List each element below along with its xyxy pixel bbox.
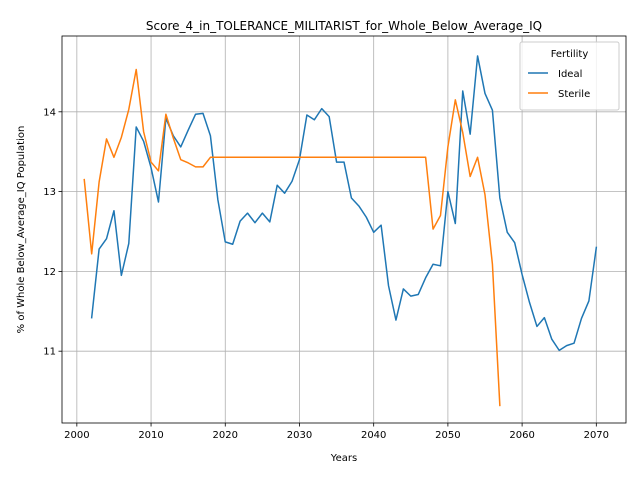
x-tick-label: 2020: [213, 430, 238, 441]
y-tick-label: 14: [43, 107, 56, 118]
x-tick-label: 2060: [509, 430, 534, 441]
y-tick-label: 13: [43, 187, 56, 198]
x-tick-label: 2030: [287, 430, 312, 441]
x-tick-label: 2050: [435, 430, 460, 441]
legend-title: Fertility: [551, 49, 589, 60]
legend-label-sterile: Sterile: [558, 89, 590, 100]
legend: Fertility Ideal Sterile: [519, 41, 620, 111]
plot-frame: [61, 35, 627, 424]
x-tick-label: 2000: [64, 430, 89, 441]
series-line-ideal: [90, 55, 598, 352]
legend-label-ideal: Ideal: [558, 69, 582, 80]
x-axis-label: Years: [330, 453, 357, 464]
y-tick-label: 11: [43, 347, 56, 358]
x-tick-label: 2010: [138, 430, 163, 441]
plot-series: [83, 55, 598, 407]
chart-title: Score_4_in_TOLERANCE_MILITARIST_for_Whol…: [146, 19, 542, 33]
y-axis-label: % of Whole Below_Average_IQ Population: [16, 126, 27, 334]
series-line-sterile: [83, 68, 501, 407]
axes-ticks: 2000 2010 2020 2030 2040 2050 2060 2070 11 12 13 14: [43, 107, 609, 441]
y-tick-label: 12: [43, 267, 56, 278]
x-tick-label: 2070: [584, 430, 609, 441]
x-tick-label: 2040: [361, 430, 386, 441]
